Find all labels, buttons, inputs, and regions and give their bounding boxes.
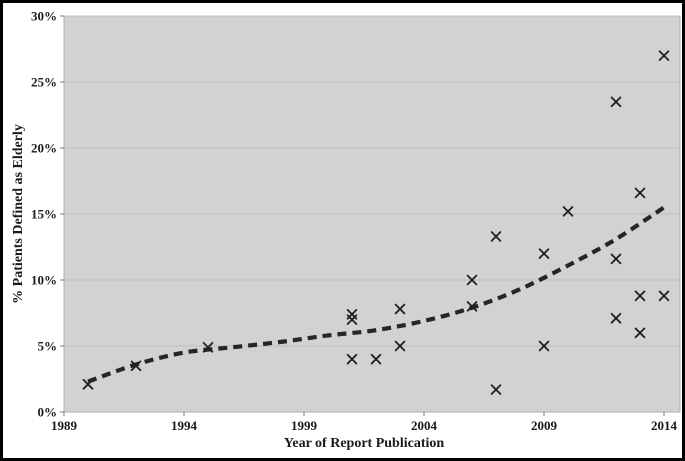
trend-curve [87, 205, 666, 384]
data-point-marker [562, 206, 574, 217]
y-tick-label: 30% [31, 9, 57, 24]
data-point-marker [82, 378, 94, 390]
data-point-marker [634, 187, 646, 199]
x-tick-label: 2009 [531, 418, 558, 433]
data-point-marker [202, 342, 214, 353]
data-point-marker [346, 353, 358, 365]
data-point-marker [634, 327, 646, 339]
y-axis: 0% 5% 10% 15% 20% 25% 30% [31, 9, 64, 420]
data-points [82, 50, 670, 395]
data-point-marker [610, 312, 622, 324]
y-axis-title: % Patients Defined as Elderly [11, 124, 26, 304]
scatter-plot: 0% 5% 10% 15% 20% 25% 30% 1989 1994 1999 2004 2009… [31, 9, 681, 433]
x-tick-label: 1989 [51, 418, 78, 433]
data-point-marker [610, 253, 622, 265]
data-point-marker [538, 340, 550, 352]
y-tick-label: 10% [31, 273, 57, 288]
data-point-marker [466, 274, 478, 286]
data-point-marker [634, 290, 646, 302]
data-point-marker [346, 314, 358, 325]
data-point-marker [538, 248, 550, 259]
gridlines [64, 15, 680, 347]
data-point-marker [490, 384, 502, 395]
data-point-marker [658, 290, 670, 302]
x-axis: 1989 1994 1999 2004 2009 2014 [51, 412, 678, 433]
x-tick-label: 2014 [651, 418, 678, 433]
data-point-marker [394, 340, 406, 352]
y-tick-label: 25% [31, 75, 57, 90]
x-axis-title: Year of Report Publication [283, 436, 445, 451]
data-point-marker [466, 301, 478, 312]
data-point-marker [490, 231, 502, 242]
trend-line [87, 205, 666, 384]
data-point-marker [130, 360, 142, 372]
data-point-marker [610, 96, 622, 108]
x-tick-label: 2004 [411, 418, 438, 433]
data-point-marker [658, 50, 670, 61]
data-point-marker [370, 353, 382, 365]
y-tick-label: 15% [31, 207, 57, 222]
x-tick-label: 1994 [171, 418, 198, 433]
x-tick-label: 1999 [291, 418, 318, 433]
data-point-marker [394, 303, 406, 315]
y-tick-label: 5% [38, 339, 58, 354]
y-tick-label: 0% [38, 405, 58, 420]
y-tick-label: 20% [31, 141, 57, 156]
